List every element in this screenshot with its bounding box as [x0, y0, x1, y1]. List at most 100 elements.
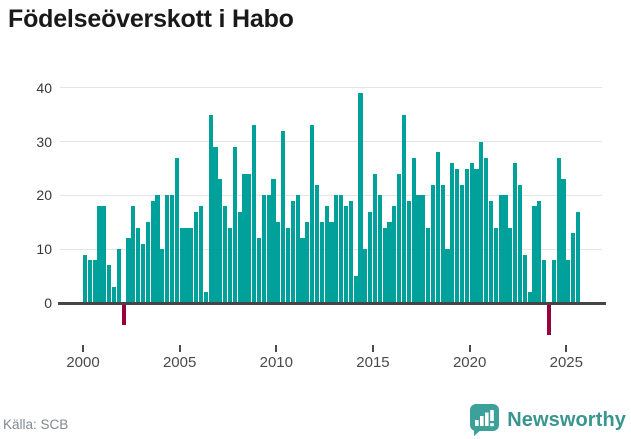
- bar-2017-Q1: [411, 157, 416, 303]
- bar-2019-Q2: [455, 168, 460, 303]
- bar-2006-Q2: [203, 292, 208, 303]
- bar-2017-Q2: [416, 195, 421, 303]
- bar-2002-Q3: [131, 206, 136, 303]
- bar-2002-Q4: [136, 227, 141, 303]
- bar-2016-Q4: [406, 200, 411, 303]
- bar-2025-Q2: [571, 233, 576, 303]
- x-axis-tick: [82, 345, 84, 352]
- x-axis-tick-label: 2020: [452, 354, 487, 371]
- bar-2005-Q4: [194, 211, 199, 303]
- bar-2022-Q4: [522, 254, 527, 303]
- x-axis-tick-label: 2010: [259, 354, 293, 371]
- x-axis-line: [58, 302, 606, 305]
- bar-2005-Q3: [189, 227, 194, 303]
- bar-2003-Q2: [145, 222, 150, 303]
- bar-2001-Q1: [102, 206, 107, 303]
- chart-title: Födelseöverskott i Habo: [8, 5, 294, 33]
- bar-2002-Q2: [126, 238, 131, 303]
- bar-2004-Q2: [165, 195, 170, 303]
- bar-2019-Q1: [450, 163, 455, 303]
- bar-2022-Q3: [517, 184, 523, 303]
- y-axis-tick-label: 40: [36, 79, 52, 96]
- bar-2005-Q2: [184, 227, 189, 303]
- x-axis-tick-label: 2025: [549, 354, 583, 371]
- x-axis-tick: [468, 345, 471, 352]
- bar-2011-Q2: [300, 238, 305, 303]
- bar-2021-Q1: [488, 200, 494, 303]
- bar-2004-Q1: [160, 249, 165, 303]
- bar-2021-Q3: [498, 195, 503, 303]
- bar-2007-Q1: [218, 179, 223, 303]
- x-axis-tick-label: 2000: [66, 354, 100, 371]
- bar-2012-Q4: [329, 222, 334, 303]
- bar-2010-Q2: [281, 130, 286, 303]
- bar-2016-Q3: [401, 114, 407, 303]
- bar-2019-Q3: [459, 184, 465, 303]
- bar-2024-Q3: [556, 157, 561, 303]
- bar-2011-Q1: [295, 195, 300, 303]
- bar-2018-Q1: [430, 184, 436, 303]
- bar-2004-Q3: [169, 195, 175, 303]
- bar-2016-Q2: [397, 173, 402, 303]
- newsworthy-wordmark: Newsworthy: [507, 408, 626, 431]
- bar-2024-Q1: [546, 303, 552, 336]
- bar-2012-Q1: [314, 184, 320, 303]
- y-axis-tick-label: 0: [44, 295, 52, 311]
- y-axis-tick-label: 20: [36, 187, 52, 204]
- bar-2018-Q2: [435, 152, 440, 303]
- bar-2014-Q3: [363, 249, 368, 303]
- bar-2021-Q2: [493, 227, 498, 303]
- gridline: [60, 87, 602, 89]
- bar-2002-Q1: [121, 303, 126, 325]
- bar-2006-Q4: [213, 146, 218, 303]
- bar-2000-Q1: [83, 254, 88, 303]
- bar-2010-Q4: [290, 200, 295, 303]
- bar-2021-Q4: [503, 195, 508, 303]
- bar-2008-Q4: [252, 125, 257, 303]
- bar-2015-Q3: [382, 227, 387, 303]
- bar-2013-Q1: [334, 195, 339, 303]
- source-label: Källa: SCB: [3, 417, 69, 432]
- x-axis-tick-label: 2015: [356, 354, 390, 371]
- bar-2015-Q2: [377, 195, 382, 303]
- bar-2007-Q3: [227, 227, 233, 303]
- bar-2004-Q4: [174, 157, 179, 303]
- bar-2009-Q1: [256, 238, 262, 303]
- bar-2003-Q3: [150, 200, 155, 303]
- bar-2008-Q3: [247, 173, 252, 303]
- bar-2001-Q2: [107, 265, 112, 303]
- x-axis-tick: [565, 345, 568, 352]
- bar-2006-Q1: [198, 206, 204, 303]
- bar-2010-Q3: [285, 227, 291, 303]
- bar-2003-Q1: [140, 243, 146, 303]
- bar-2022-Q2: [513, 163, 518, 303]
- bar-2019-Q4: [464, 168, 469, 303]
- bar-2013-Q4: [348, 200, 353, 303]
- bar-2024-Q2: [551, 259, 556, 303]
- bar-2016-Q1: [392, 206, 397, 303]
- newsworthy-logo[interactable]: Newsworthy: [469, 403, 626, 437]
- bar-2013-Q3: [343, 206, 349, 303]
- bar-2000-Q4: [97, 206, 102, 303]
- bar-2013-Q2: [339, 195, 344, 303]
- bar-2000-Q3: [92, 259, 97, 303]
- bar-2023-Q4: [542, 259, 547, 303]
- bar-2007-Q2: [223, 206, 228, 303]
- bar-2006-Q3: [208, 114, 213, 303]
- bar-2011-Q3: [305, 222, 310, 303]
- bar-2015-Q1: [372, 173, 378, 303]
- bar-2020-Q4: [484, 157, 489, 303]
- bar-2018-Q4: [445, 249, 450, 303]
- bar-2010-Q1: [276, 222, 281, 303]
- bar-2011-Q4: [310, 125, 315, 303]
- gridline: [60, 194, 602, 196]
- bar-2001-Q4: [116, 249, 121, 303]
- bar-2022-Q1: [508, 227, 513, 303]
- bar-2012-Q3: [324, 206, 329, 303]
- bar-2014-Q2: [358, 93, 363, 303]
- bar-2018-Q3: [440, 184, 445, 303]
- newsworthy-logo-icon: [469, 403, 500, 437]
- bar-2020-Q2: [474, 168, 479, 303]
- x-axis-tick: [371, 345, 374, 352]
